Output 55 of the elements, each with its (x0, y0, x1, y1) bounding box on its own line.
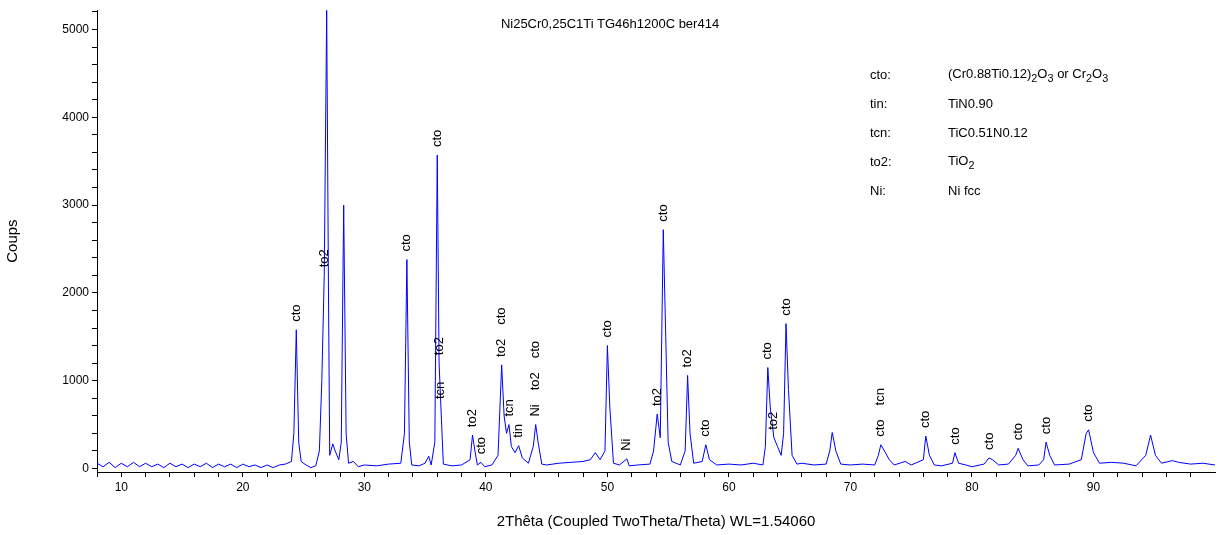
x-tick-label: 30 (357, 479, 372, 494)
text: Ni25Cr0,25C1Ti TG46h1200C ber414 (499, 16, 721, 31)
annotation: tin (510, 423, 526, 438)
x-tick-label: 80 (965, 479, 979, 494)
x-tick-label: 10 (114, 479, 129, 494)
annotation: tcn (872, 388, 888, 406)
text: tcn: TiC0.51N0.12 (870, 125, 1028, 140)
annotation: cto (493, 307, 509, 325)
annotation: tcn (432, 381, 448, 400)
x-tick-label: 40 (479, 479, 493, 494)
annotation: Ni (618, 438, 634, 451)
annotation: cto (777, 298, 793, 316)
annotation: cto (472, 437, 488, 455)
y-tick-label: 5000 (62, 21, 90, 36)
annotation: Ni (527, 404, 543, 417)
annotation: cto (287, 304, 303, 322)
y-tick-label: 4000 (62, 109, 90, 124)
annotation: to2 (527, 372, 543, 391)
annotation: to2 (430, 337, 446, 356)
annotation: cto (654, 204, 670, 222)
annotation: to2 (679, 349, 695, 368)
annotation: cto (980, 432, 996, 450)
annotation: to2 (464, 409, 480, 428)
text: Ni: Ni fcc (870, 183, 981, 198)
y-tick-label: 0 (82, 460, 90, 475)
annotation: cto (1009, 422, 1025, 441)
annotation: cto (428, 129, 444, 148)
x-tick-label: 60 (722, 479, 736, 494)
x-axis-title: 2Thêta (Coupled TwoTheta/Theta) WL=1.54060 (496, 512, 816, 530)
annotation: tcn (500, 399, 516, 417)
annotation: to2 (648, 387, 664, 407)
annotation: to2 (315, 249, 331, 268)
y-axis-title: Coups (3, 219, 21, 263)
x-tick-label: 50 (600, 479, 615, 494)
x-tick-label: 90 (1086, 479, 1101, 494)
text: to2: TiO$_{2}$ (870, 152, 975, 171)
annotation: cto (697, 419, 713, 437)
annotation: cto (917, 410, 933, 428)
annotation: to2 (493, 338, 509, 357)
annotation: cto (759, 342, 775, 360)
text: tin: TiN0.90 (870, 96, 994, 111)
y-tick-label: 1000 (62, 373, 90, 388)
y-tick-label: 2000 (62, 285, 90, 300)
annotation: cto (398, 234, 414, 252)
annotation: cto (946, 427, 962, 445)
x-tick-label: 70 (843, 479, 858, 494)
x-tick-label: 20 (236, 479, 250, 494)
annotation: cto (1037, 416, 1053, 435)
annotation: to2 (765, 411, 781, 430)
annotation: cto (1080, 404, 1096, 422)
y-tick-label: 3000 (62, 197, 90, 212)
annotation: cto (872, 419, 888, 437)
annotation: cto (527, 340, 543, 359)
text: cto: (Cr0.88Ti0.12)$_{2}$O$_{3}$ or Cr$_{2}$O$_{3}$ (870, 65, 1109, 84)
annotation: cto (598, 320, 614, 338)
